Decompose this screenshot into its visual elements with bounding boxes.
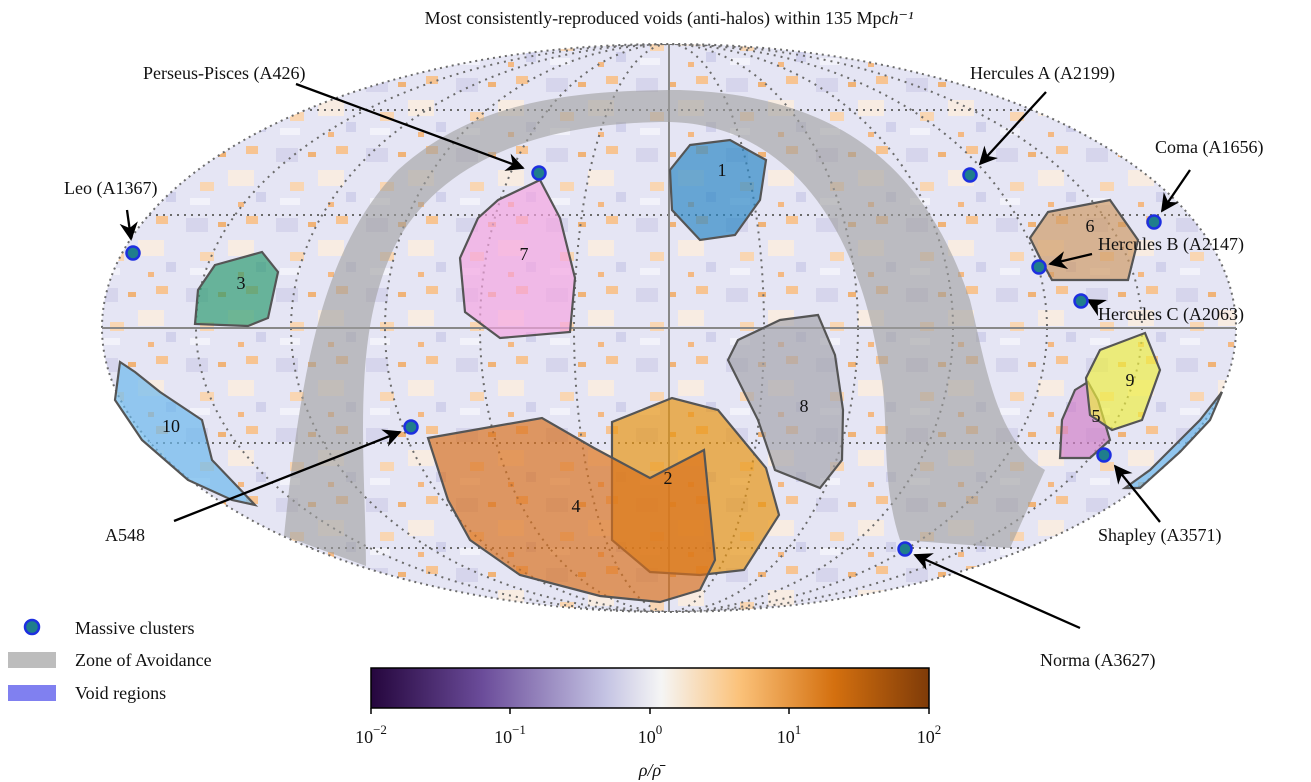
void-labels: 1 2 3 4 5 6 7 8 9 10 — [162, 160, 1135, 516]
cluster-label-leo: Leo (A1367) — [64, 178, 157, 199]
cluster-marker-hercules-b — [1031, 259, 1047, 275]
legend-swatch-voids — [8, 685, 56, 701]
void-label-5: 5 — [1092, 406, 1101, 426]
colorbar-tick-label: 10−1 — [494, 722, 526, 747]
void-label-9: 9 — [1126, 370, 1135, 390]
void-label-7: 7 — [520, 244, 529, 264]
arrow-a548 — [173, 429, 402, 523]
cluster-label-hercules-a: Hercules A (A2199) — [970, 63, 1115, 84]
void-region-3 — [193, 250, 280, 328]
cluster-marker-hercules-a — [962, 167, 978, 183]
colorbar-tick-label: 102 — [917, 722, 942, 747]
colorbar: 10−2 10−1 100 101 102 ρ/ρ̄ — [355, 667, 942, 780]
void-label-2: 2 — [664, 468, 673, 488]
colorbar-tick-label: 100 — [638, 722, 663, 747]
void-regions — [113, 138, 1224, 604]
void-label-10: 10 — [162, 416, 180, 436]
arrow-shapley — [1113, 464, 1161, 523]
void-region-4 — [426, 416, 717, 604]
cluster-label-shapley: Shapley (A3571) — [1098, 525, 1221, 546]
colorbar-tick-label: 101 — [777, 722, 802, 747]
cluster-marker-shapley — [1096, 447, 1112, 463]
void-region-8 — [726, 313, 845, 490]
arrow-hercules-b — [1048, 251, 1093, 270]
arrow-norma — [913, 553, 1081, 630]
void-region-10-wrap — [1121, 391, 1224, 490]
legend-label-voids: Void regions — [75, 683, 166, 703]
void-label-3: 3 — [237, 273, 246, 293]
void-label-6: 6 — [1086, 216, 1095, 236]
cluster-marker-norma — [897, 541, 913, 557]
legend-swatch-zoa — [8, 652, 56, 668]
cluster-marker-leo — [125, 245, 141, 261]
cluster-marker-coma — [1146, 214, 1162, 230]
cluster-arrows — [119, 82, 1191, 630]
colorbar-tick-label: 10−2 — [355, 722, 387, 747]
void-region-1 — [668, 138, 768, 242]
cluster-label-hercules-b: Hercules B (A2147) — [1098, 234, 1244, 255]
zone-of-avoidance — [284, 90, 1045, 566]
arrow-coma — [1160, 169, 1191, 213]
cluster-marker-hercules-c — [1073, 293, 1089, 309]
arrow-hercules-c — [1086, 298, 1107, 317]
title-unit: h⁻¹ — [890, 8, 914, 28]
legend-marker-clusters — [23, 618, 41, 636]
chart-title: Most consistently-reproduced voids (anti… — [425, 8, 914, 29]
cluster-marker-a548 — [403, 419, 419, 435]
colorbar-label: ρ/ρ̄ — [638, 760, 666, 780]
arrow-hercules-a — [978, 91, 1047, 166]
cluster-label-perseus-pisces: Perseus-Pisces (A426) — [143, 63, 305, 84]
legend-label-clusters: Massive clusters — [75, 618, 194, 638]
legend: Massive clusters Zone of Avoidance Void … — [8, 618, 212, 703]
arrow-leo — [119, 209, 138, 241]
cluster-labels: Perseus-Pisces (A426) Hercules A (A2199)… — [64, 63, 1263, 671]
void-region-9 — [1084, 331, 1162, 432]
cluster-label-a548: A548 — [105, 525, 145, 545]
void-label-8: 8 — [800, 396, 809, 416]
cluster-label-hercules-c: Hercules C (A2063) — [1098, 304, 1244, 325]
void-region-7 — [458, 178, 577, 340]
colorbar-bar — [370, 667, 930, 709]
arrow-perseus-pisces — [295, 82, 525, 171]
void-label-4: 4 — [572, 496, 581, 516]
cluster-label-coma: Coma (A1656) — [1155, 137, 1263, 158]
cluster-marker-perseus-pisces — [531, 165, 547, 181]
legend-label-zoa: Zone of Avoidance — [75, 650, 212, 670]
cluster-markers — [125, 165, 1162, 557]
cluster-label-norma: Norma (A3627) — [1040, 650, 1155, 671]
void-label-1: 1 — [718, 160, 727, 180]
void-region-10 — [113, 360, 259, 507]
